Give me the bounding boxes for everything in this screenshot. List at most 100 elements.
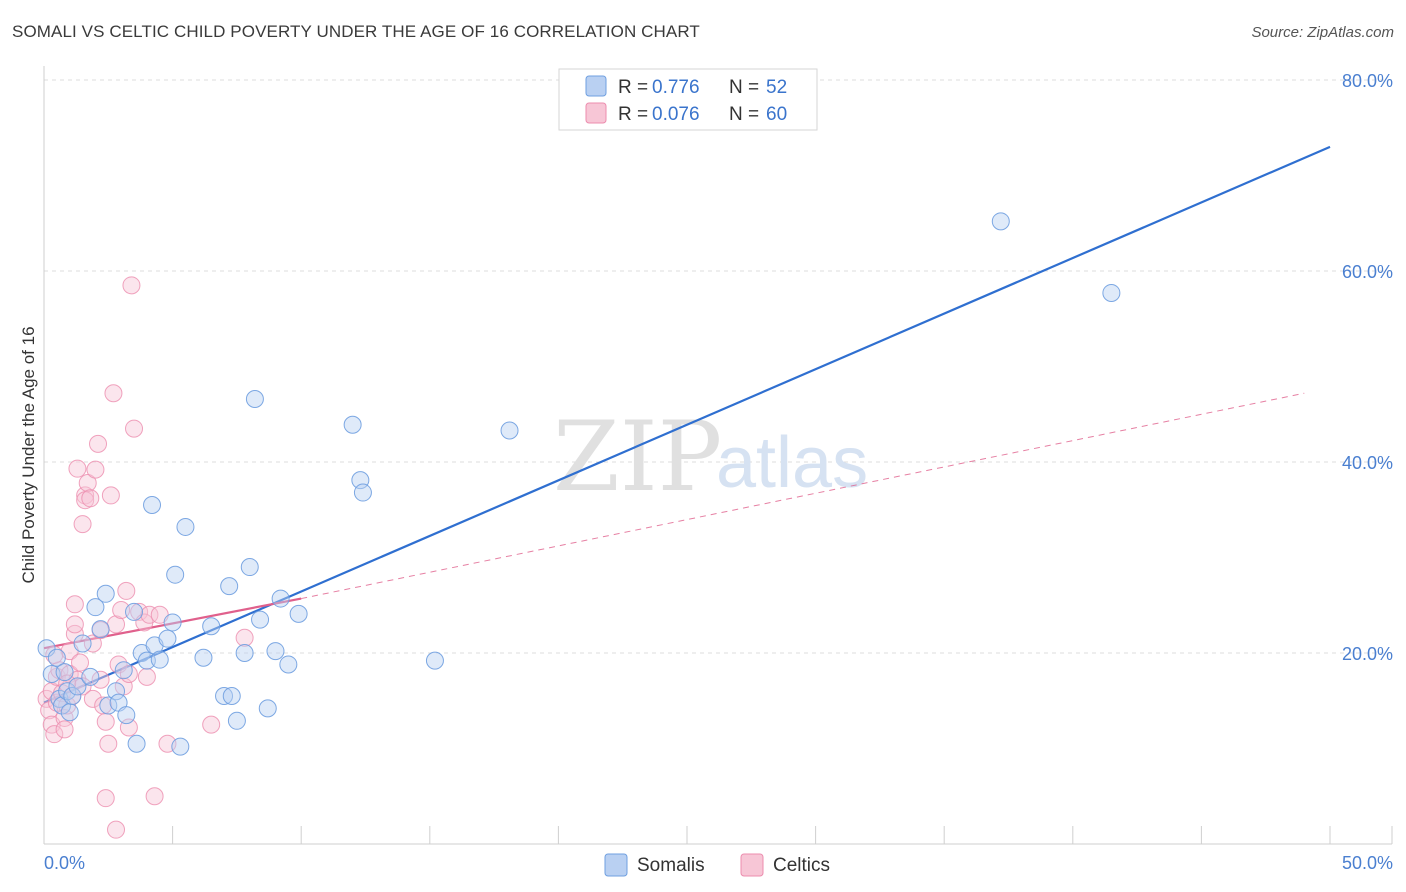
somalis-point xyxy=(117,706,136,725)
celtics-point xyxy=(55,720,74,739)
bottom-legend-swatch-celtics xyxy=(740,853,764,877)
celtics-point xyxy=(202,715,221,734)
celtics-point xyxy=(68,459,87,478)
somalis-point xyxy=(166,565,185,584)
somalis-point xyxy=(202,617,221,636)
somalis-point xyxy=(500,421,519,440)
watermark-atlas: atlas xyxy=(716,423,868,503)
somalis-point xyxy=(55,663,74,682)
somalis-point xyxy=(215,686,234,705)
somalis-point xyxy=(137,651,156,670)
celtics-trend-extension xyxy=(301,392,1305,600)
celtics-point xyxy=(101,486,120,505)
celtics-point xyxy=(89,434,108,453)
source-label: Source: ZipAtlas.com xyxy=(1251,24,1394,41)
somalis-point xyxy=(158,629,177,648)
somalis-point xyxy=(171,737,190,756)
somalis-point xyxy=(266,642,285,661)
celtics-point xyxy=(65,624,84,643)
legend-n-value: 52 xyxy=(766,77,787,98)
celtics-point xyxy=(104,384,123,403)
y-tick-label: 80.0% xyxy=(1342,71,1393,91)
somalis-point xyxy=(289,604,308,623)
celtics-point xyxy=(107,820,126,839)
somalis-point xyxy=(99,696,118,715)
celtics-point xyxy=(86,460,105,479)
bottom-legend: Somalis Celtics xyxy=(604,853,830,877)
celtics-point xyxy=(83,689,102,708)
celtics-point xyxy=(137,667,156,686)
legend-r-value: 0.776 xyxy=(652,77,700,98)
somalis-point xyxy=(60,703,79,722)
somalis-point xyxy=(81,667,100,686)
legend-n-value: 60 xyxy=(766,104,787,125)
somalis-trend-line xyxy=(43,145,1331,704)
celtics-point xyxy=(81,489,100,508)
axes xyxy=(43,66,1393,845)
somalis-point xyxy=(991,212,1010,231)
watermark-zip: ZIP xyxy=(553,401,722,513)
somalis-point xyxy=(194,648,213,667)
somalis-point xyxy=(68,677,87,696)
somalis-point xyxy=(127,734,146,753)
somalis-point xyxy=(222,686,241,705)
celtics-point xyxy=(65,615,84,634)
somalis-point xyxy=(163,613,182,632)
somalis-point xyxy=(425,651,444,670)
somalis-point xyxy=(245,389,264,408)
somalis-point xyxy=(91,620,110,639)
celtics-point xyxy=(99,734,118,753)
celtics-trend-line xyxy=(43,597,302,650)
legend-swatch-somalis xyxy=(585,75,607,97)
y-tick-label: 60.0% xyxy=(1342,262,1393,282)
bottom-legend-swatch-somalis xyxy=(604,853,628,877)
bottom-legend-label-celtics: Celtics xyxy=(773,855,830,876)
celtics-point xyxy=(83,634,102,653)
somalis-point xyxy=(235,644,254,662)
celtics-point xyxy=(140,605,159,624)
celtics-point xyxy=(96,789,115,808)
somalis-point xyxy=(107,682,126,701)
data-points xyxy=(37,212,1121,839)
somalis-point xyxy=(279,655,298,674)
y-tick-label: 40.0% xyxy=(1342,453,1393,473)
somalis-point xyxy=(125,602,144,621)
legend-n-label: N = xyxy=(729,104,759,125)
tick-labels: 20.0% 40.0% 60.0% 80.0% 0.0% 50.0% xyxy=(44,71,1393,873)
x-tick-label: 50.0% xyxy=(1342,853,1393,873)
x-tick-label: 0.0% xyxy=(44,853,85,873)
celtics-point xyxy=(73,515,92,534)
celtics-point xyxy=(235,628,254,647)
celtics-point xyxy=(65,595,84,614)
somalis-point xyxy=(150,650,169,669)
somalis-point xyxy=(240,558,259,577)
y-tick-label: 20.0% xyxy=(1342,644,1393,664)
somalis-point xyxy=(353,483,372,502)
legend-r-label: R = xyxy=(618,104,648,125)
gridlines xyxy=(44,79,1392,654)
celtics-point xyxy=(45,645,64,664)
celtics-point xyxy=(45,725,64,744)
somalis-point xyxy=(143,495,162,514)
somalis-point xyxy=(63,686,82,705)
somalis-point xyxy=(343,415,362,434)
somalis-point xyxy=(47,648,66,667)
celtics-point xyxy=(122,276,141,295)
somalis-point xyxy=(258,699,277,718)
celtics-point xyxy=(117,581,136,600)
celtics-point xyxy=(91,670,110,689)
somalis-point xyxy=(86,598,105,617)
legend-n-label: N = xyxy=(729,77,759,98)
somalis-point xyxy=(114,661,133,680)
somalis-point xyxy=(96,584,115,603)
celtics-point xyxy=(96,712,115,731)
somalis-point xyxy=(73,634,92,653)
somalis-point xyxy=(220,577,239,596)
legend-r-value: 0.076 xyxy=(652,104,700,125)
legend: R = 0.776 N = 52 R = 0.076 N = 60 xyxy=(558,68,818,131)
watermark: ZIP atlas xyxy=(553,401,868,513)
legend-r-label: R = xyxy=(618,77,648,98)
somalis-point xyxy=(271,589,290,608)
somalis-point xyxy=(1102,283,1121,302)
